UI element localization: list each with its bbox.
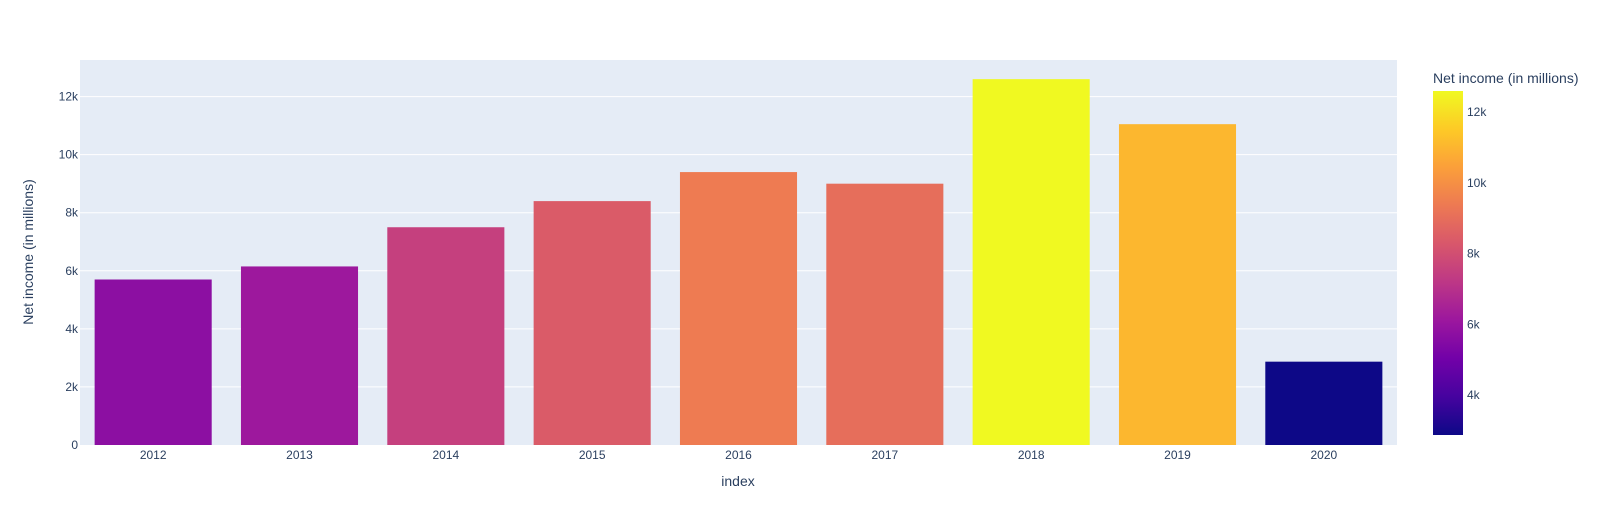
bar-2012[interactable] (94, 279, 212, 445)
bar-2016[interactable] (679, 172, 798, 445)
x-tick-label: 2012 (140, 448, 167, 462)
y-tick-label: 4k (65, 322, 79, 336)
y-tick-label: 10k (59, 148, 79, 162)
bar-2015[interactable] (533, 201, 651, 445)
colorbar-tick-label: 4k (1467, 388, 1481, 402)
colorbar-tick-label: 10k (1467, 176, 1487, 190)
bar-2018[interactable] (972, 79, 1090, 445)
x-tick-label: 2020 (1310, 448, 1337, 462)
y-axis-title: Net income (in millions) (20, 179, 36, 324)
x-tick-label: 2019 (1164, 448, 1191, 462)
bar-2014[interactable] (387, 227, 505, 445)
bar-2017[interactable] (826, 183, 944, 445)
bar-2019[interactable] (1118, 124, 1237, 446)
x-tick-label: 2017 (871, 448, 898, 462)
bar-2013[interactable] (240, 266, 359, 445)
colorbar-tick-label: 6k (1467, 317, 1481, 331)
y-tick-labels: 0 2k 4k 6k 8k 10k 12k (59, 90, 79, 452)
y-tick-label: 2k (65, 380, 79, 394)
colorbar (1433, 91, 1463, 435)
x-tick-label: 2016 (725, 448, 752, 462)
x-tick-label: 2013 (286, 448, 313, 462)
bars (94, 79, 1383, 446)
y-tick-label: 6k (65, 264, 79, 278)
x-axis-title: index (721, 473, 754, 489)
y-tick-label: 12k (59, 90, 79, 104)
colorbar-tick-label: 12k (1467, 105, 1487, 119)
colorbar-title: Net income (in millions) (1433, 70, 1578, 86)
x-tick-label: 2018 (1018, 448, 1045, 462)
x-tick-label: 2014 (432, 448, 459, 462)
y-tick-label: 0 (71, 438, 78, 452)
y-tick-label: 8k (65, 206, 79, 220)
colorbar-tick-label: 8k (1467, 247, 1481, 261)
bar-2020[interactable] (1265, 361, 1383, 445)
x-tick-label: 2015 (579, 448, 606, 462)
x-tick-labels: 2012 2013 2014 2015 2016 2017 2018 2019 2020 (140, 448, 1338, 462)
colorbar-tick-labels: 4k 6k 8k 10k 12k (1467, 105, 1487, 402)
